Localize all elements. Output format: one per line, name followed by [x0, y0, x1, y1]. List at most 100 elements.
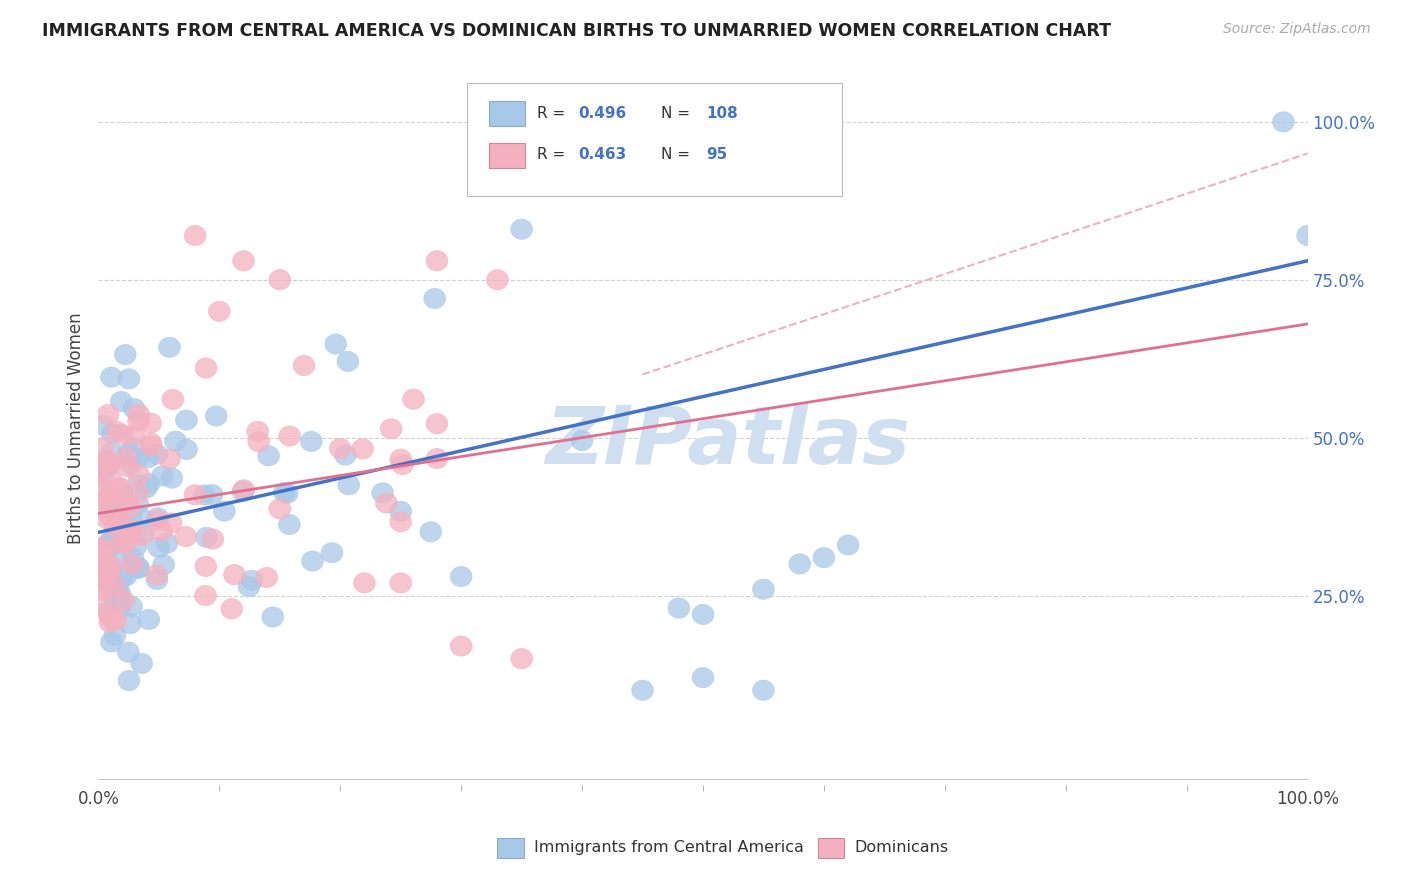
Ellipse shape: [450, 636, 472, 657]
Ellipse shape: [1296, 226, 1319, 245]
Ellipse shape: [111, 533, 132, 553]
Ellipse shape: [122, 548, 143, 568]
Ellipse shape: [692, 667, 714, 688]
Ellipse shape: [138, 609, 160, 630]
Ellipse shape: [120, 519, 141, 539]
Ellipse shape: [108, 478, 131, 499]
Ellipse shape: [90, 569, 111, 590]
Ellipse shape: [256, 567, 278, 588]
Ellipse shape: [117, 492, 138, 512]
Ellipse shape: [132, 523, 155, 543]
Ellipse shape: [90, 589, 112, 608]
Ellipse shape: [423, 288, 446, 309]
Ellipse shape: [195, 358, 217, 378]
Ellipse shape: [208, 301, 231, 321]
Ellipse shape: [510, 219, 533, 239]
Ellipse shape: [128, 411, 149, 431]
Ellipse shape: [486, 269, 509, 290]
Ellipse shape: [103, 586, 125, 607]
Ellipse shape: [337, 351, 359, 372]
Ellipse shape: [101, 485, 122, 506]
Ellipse shape: [202, 529, 224, 549]
Ellipse shape: [117, 457, 138, 476]
Ellipse shape: [101, 442, 122, 463]
Ellipse shape: [1272, 112, 1295, 132]
Ellipse shape: [131, 508, 153, 529]
Ellipse shape: [352, 439, 374, 459]
Ellipse shape: [111, 425, 134, 444]
Text: 108: 108: [707, 106, 738, 121]
Ellipse shape: [108, 586, 131, 607]
Ellipse shape: [752, 680, 775, 700]
Ellipse shape: [146, 569, 167, 590]
Ellipse shape: [194, 485, 215, 505]
Ellipse shape: [195, 527, 218, 548]
Ellipse shape: [101, 632, 122, 652]
Ellipse shape: [184, 484, 205, 505]
Ellipse shape: [389, 501, 412, 522]
Ellipse shape: [93, 581, 114, 600]
Ellipse shape: [118, 671, 139, 690]
Ellipse shape: [184, 226, 207, 245]
Ellipse shape: [94, 556, 115, 575]
Ellipse shape: [292, 355, 315, 376]
Ellipse shape: [232, 482, 254, 501]
Ellipse shape: [148, 508, 169, 528]
Ellipse shape: [668, 598, 690, 618]
Ellipse shape: [262, 607, 284, 627]
Ellipse shape: [115, 566, 136, 586]
Ellipse shape: [138, 448, 159, 467]
Ellipse shape: [91, 537, 114, 558]
Ellipse shape: [221, 599, 243, 619]
Ellipse shape: [148, 510, 169, 530]
Ellipse shape: [371, 483, 394, 503]
Ellipse shape: [96, 508, 118, 529]
Ellipse shape: [94, 450, 115, 471]
Ellipse shape: [97, 404, 120, 425]
Ellipse shape: [128, 475, 149, 494]
Ellipse shape: [240, 570, 263, 591]
Ellipse shape: [108, 597, 131, 617]
Ellipse shape: [160, 468, 183, 488]
Ellipse shape: [120, 454, 142, 474]
Ellipse shape: [692, 605, 714, 624]
Ellipse shape: [115, 448, 138, 467]
Ellipse shape: [118, 442, 139, 463]
Ellipse shape: [114, 344, 136, 365]
Ellipse shape: [118, 498, 141, 518]
Ellipse shape: [389, 573, 412, 593]
Ellipse shape: [108, 582, 131, 603]
Ellipse shape: [107, 549, 129, 568]
Ellipse shape: [124, 399, 145, 418]
Ellipse shape: [125, 535, 148, 556]
Ellipse shape: [146, 444, 167, 465]
Ellipse shape: [247, 432, 270, 452]
Ellipse shape: [121, 508, 142, 528]
Ellipse shape: [96, 555, 117, 574]
Ellipse shape: [90, 541, 112, 562]
Ellipse shape: [174, 526, 197, 547]
Ellipse shape: [146, 565, 167, 585]
Text: Dominicans: Dominicans: [855, 840, 948, 855]
Ellipse shape: [97, 604, 120, 624]
Text: Source: ZipAtlas.com: Source: ZipAtlas.com: [1223, 22, 1371, 37]
Ellipse shape: [108, 512, 129, 533]
Ellipse shape: [337, 475, 360, 495]
Ellipse shape: [247, 421, 269, 442]
Ellipse shape: [201, 484, 224, 505]
Ellipse shape: [510, 648, 533, 669]
Ellipse shape: [104, 516, 127, 537]
Ellipse shape: [238, 576, 260, 597]
Ellipse shape: [96, 541, 118, 561]
Ellipse shape: [389, 449, 412, 469]
Ellipse shape: [139, 413, 162, 434]
Ellipse shape: [195, 557, 217, 576]
Text: 95: 95: [707, 147, 728, 162]
Ellipse shape: [301, 432, 322, 451]
Ellipse shape: [121, 527, 142, 548]
Ellipse shape: [353, 573, 375, 593]
Text: IMMIGRANTS FROM CENTRAL AMERICA VS DOMINICAN BIRTHS TO UNMARRIED WOMEN CORRELATI: IMMIGRANTS FROM CENTRAL AMERICA VS DOMIN…: [42, 22, 1111, 40]
Ellipse shape: [104, 575, 125, 596]
Ellipse shape: [214, 501, 235, 521]
Ellipse shape: [571, 431, 593, 450]
